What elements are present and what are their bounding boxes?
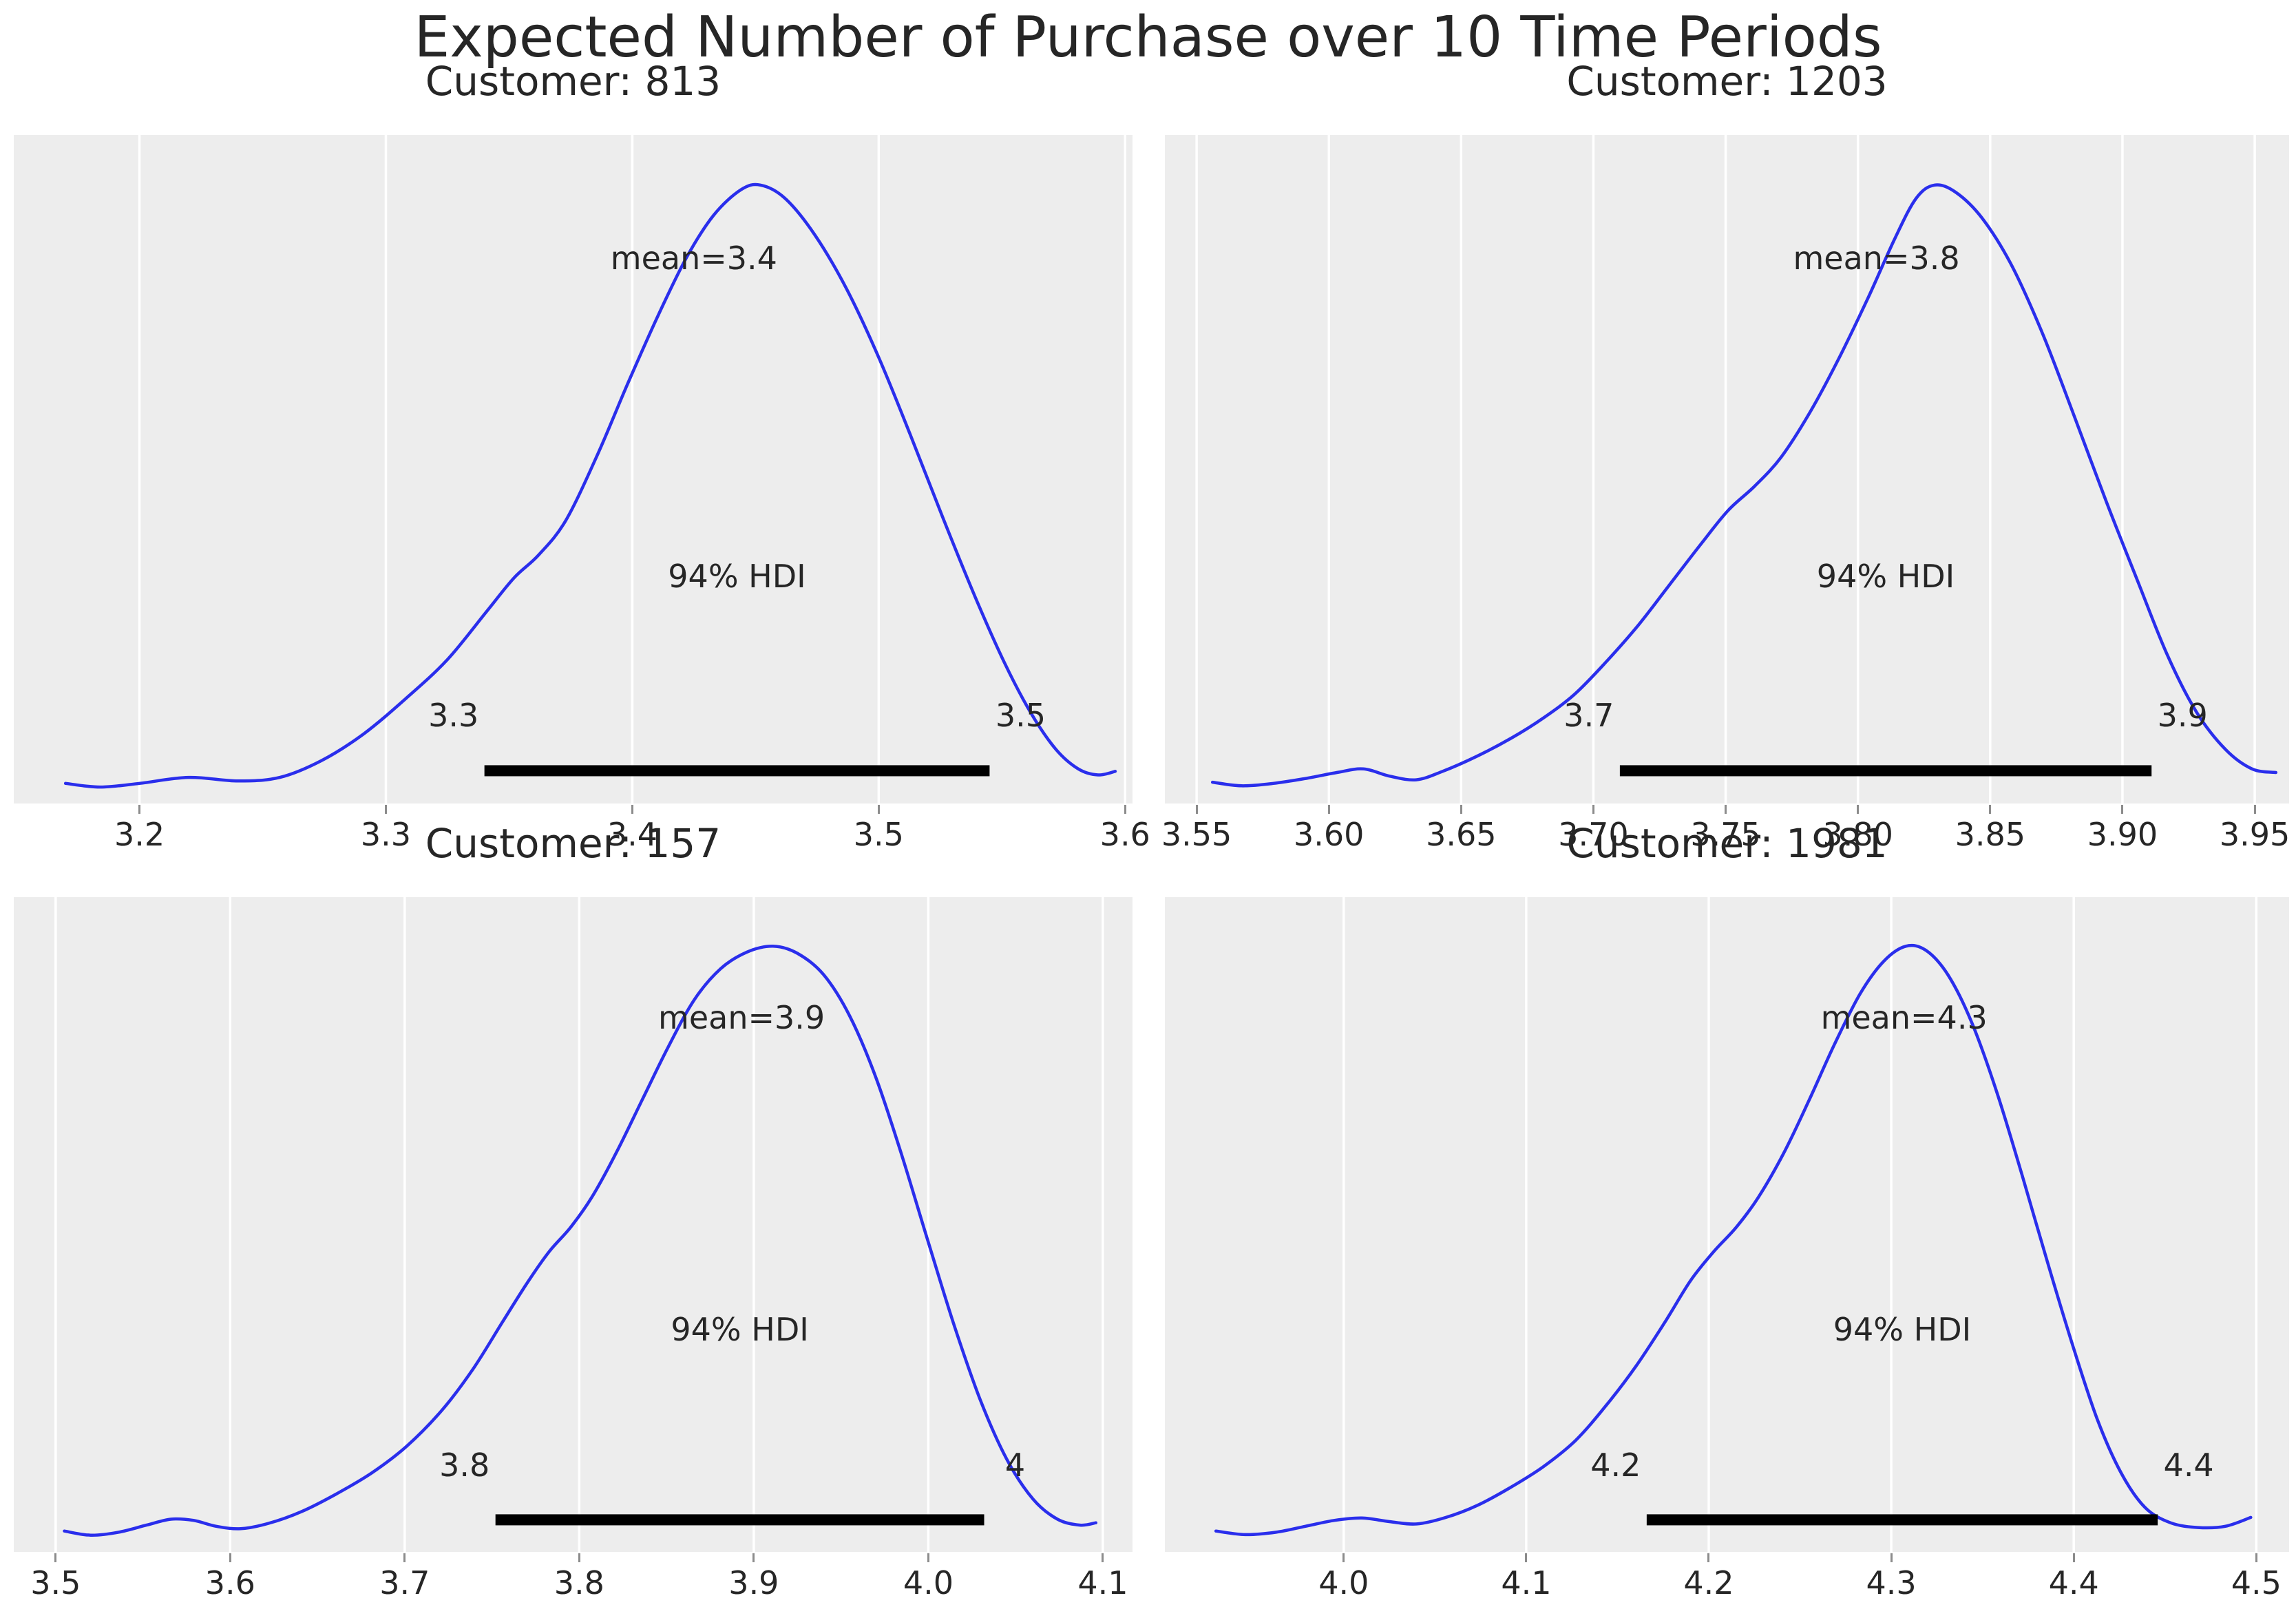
x-tick-label: 3.95 [2219, 816, 2290, 853]
x-tick-mark [1460, 805, 1462, 814]
x-tick-label: 4.0 [903, 1564, 954, 1601]
hdi-upper-label: 4 [1004, 1447, 1026, 1484]
x-tick-mark [631, 805, 633, 814]
x-tick-mark [1525, 1553, 1528, 1562]
x-tick-label: 3.5 [30, 1564, 81, 1601]
x-tick-label: 3.70 [1558, 816, 1629, 853]
hdi-interval-label: 94% HDI [668, 557, 806, 595]
x-tick-mark [1342, 1553, 1345, 1562]
x-tick-mark [1592, 805, 1594, 814]
x-tick-mark [1857, 805, 1860, 814]
kde-curve [1214, 943, 2253, 1537]
x-tick-label: 3.85 [1955, 816, 2026, 853]
x-tick-label: 3.75 [1690, 816, 1761, 853]
x-tick-label: 3.60 [1294, 816, 1365, 853]
panel-customer-1203: Customer: 1203 mean=3.8 94% HDI 3.7 3.9 3.55 3… [1161, 58, 2290, 853]
panel-background [14, 135, 1133, 803]
hdi-upper-label: 3.5 [995, 696, 1046, 734]
subplot-title: Customer: 157 [425, 820, 722, 867]
x-tick-label: 3.6 [204, 1564, 255, 1601]
plot-area [14, 135, 1133, 803]
x-tick-mark [384, 805, 387, 814]
panel-customer-157: Customer: 157 mean=3.9 94% HDI 3.8 4 3.5 3.6 3.… [14, 820, 1133, 1601]
x-tick-label: 4.1 [1501, 1564, 1552, 1601]
mean-label: mean=3.4 [610, 239, 777, 277]
x-tick-mark [54, 1553, 57, 1562]
x-tick-label: 4.1 [1077, 1564, 1128, 1601]
x-tick-mark [1124, 805, 1126, 814]
x-tick-mark [229, 1553, 231, 1562]
x-tick-mark [2253, 805, 2256, 814]
x-tick-mark [403, 1553, 406, 1562]
x-tick-label: 3.65 [1426, 816, 1497, 853]
panel-background [1165, 897, 2289, 1552]
kde-curve [63, 182, 1117, 789]
kde-curve [63, 945, 1098, 1537]
x-tick-mark [138, 805, 141, 814]
panel-customer-1981: Customer: 1981 mean=4.3 94% HDI 4.2 4.4 4.0 4.… [1165, 820, 2289, 1601]
mean-label: mean=4.3 [1820, 998, 1988, 1036]
panel-customer-813: Customer: 813 mean=3.4 94% HDI 3.3 3.5 3.2 3.3… [14, 58, 1150, 853]
x-tick-label: 3.9 [728, 1564, 779, 1601]
hdi-bar [484, 765, 990, 777]
plot-area [1165, 135, 2289, 803]
x-tick-label: 4.4 [2048, 1564, 2099, 1601]
x-tick-mark [1707, 1553, 1710, 1562]
x-tick-mark [1327, 805, 1330, 814]
x-tick-mark [578, 1553, 580, 1562]
panel-background [1165, 135, 2289, 803]
mean-label: mean=3.9 [658, 998, 825, 1036]
x-tick-label: 3.8 [554, 1564, 604, 1601]
x-tick-label: 4.0 [1318, 1564, 1369, 1601]
x-tick-label: 3.2 [114, 816, 165, 853]
hdi-interval-label: 94% HDI [1816, 557, 1955, 595]
x-tick-label: 3.90 [2087, 816, 2158, 853]
x-tick-label: 3.7 [379, 1564, 430, 1601]
x-tick-mark [1989, 805, 1992, 814]
x-tick-label: 4.3 [1866, 1564, 1917, 1601]
x-tick-label: 3.80 [1822, 816, 1893, 853]
hdi-lower-label: 3.3 [428, 696, 479, 734]
x-tick-label: 4.2 [1683, 1564, 1734, 1601]
kde-curve [1210, 183, 2278, 788]
hdi-upper-label: 3.9 [2157, 696, 2208, 734]
x-tick-mark [1195, 805, 1198, 814]
figure-title: Expected Number of Purchase over 10 Time… [414, 5, 1882, 70]
hdi-lower-label: 4.2 [1590, 1447, 1641, 1484]
x-tick-mark [2121, 805, 2124, 814]
x-tick-mark [877, 805, 880, 814]
mean-label: mean=3.8 [1793, 239, 1960, 277]
x-tick-mark [752, 1553, 755, 1562]
subplot-title: Customer: 813 [425, 58, 722, 105]
x-tick-label: 3.55 [1161, 816, 1232, 853]
hdi-lower-label: 3.7 [1563, 696, 1614, 734]
x-tick-label: 3.4 [607, 816, 657, 853]
x-tick-mark [1102, 1553, 1104, 1562]
hdi-bar [1619, 765, 2152, 777]
x-tick-mark [2072, 1553, 2075, 1562]
x-tick-label: 3.6 [1099, 816, 1150, 853]
subplot-title: Customer: 1981 [1566, 820, 1888, 867]
plot-area [14, 897, 1133, 1552]
x-tick-mark [1725, 805, 1727, 814]
x-tick-mark [927, 1553, 929, 1562]
plot-area [1165, 897, 2289, 1552]
hdi-interval-label: 94% HDI [1833, 1310, 1972, 1348]
x-tick-label: 4.5 [2231, 1564, 2282, 1601]
x-tick-mark [2255, 1553, 2257, 1562]
hdi-lower-label: 3.8 [439, 1447, 490, 1484]
hdi-upper-label: 4.4 [2163, 1447, 2214, 1484]
x-tick-label: 3.5 [853, 816, 904, 853]
hdi-bar [1646, 1514, 2158, 1526]
subplot-title: Customer: 1203 [1566, 58, 1888, 105]
hdi-interval-label: 94% HDI [671, 1310, 809, 1348]
hdi-bar [495, 1514, 984, 1526]
x-tick-label: 3.3 [360, 816, 412, 853]
x-tick-mark [1890, 1553, 1893, 1562]
